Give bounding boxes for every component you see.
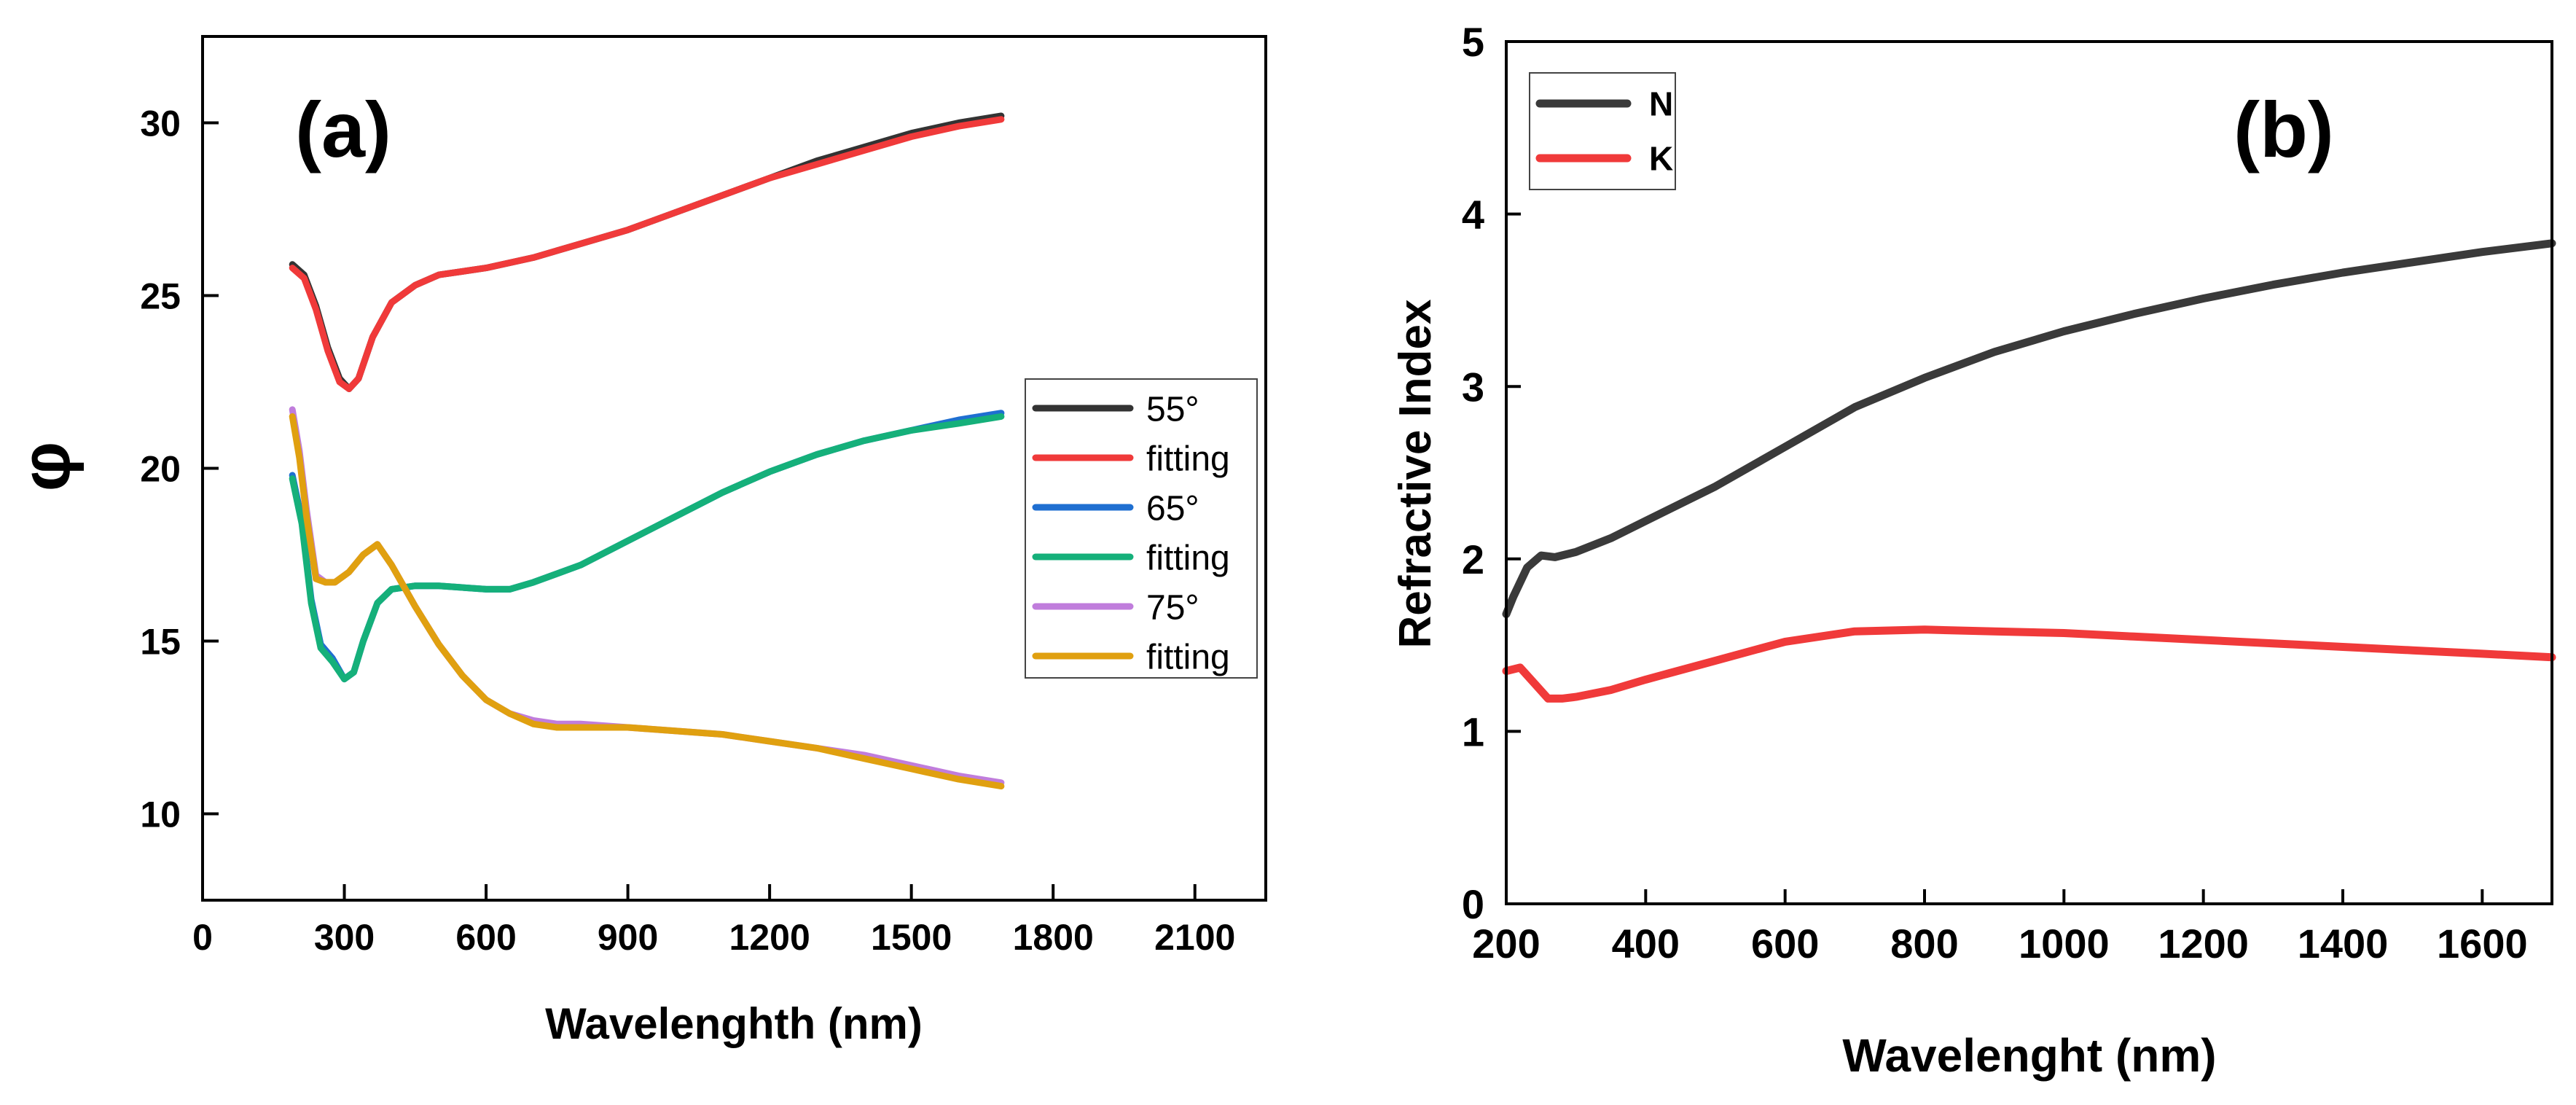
- panel-a-series-2-line: [289, 410, 1005, 683]
- panel-a-series-1-line: [289, 116, 1005, 392]
- panel-a-y-tick-label: 25: [140, 276, 181, 317]
- panel-a-x-tick-label: 2100: [1154, 917, 1235, 958]
- panel-b-x-tick-label: 200: [1472, 921, 1540, 967]
- panel-b-x-tick-label: 1000: [2019, 921, 2110, 967]
- panel-a-legend-label: 65°: [1146, 489, 1199, 528]
- panel-b-series-1-line: [1502, 625, 2556, 703]
- panel-a-legend-label: 55°: [1146, 390, 1199, 429]
- panel-a-x-tick-label: 1500: [871, 917, 952, 958]
- panel-b-legend-box: [1529, 72, 1676, 190]
- panel-b-y-tick-label: 5: [1462, 19, 1484, 65]
- panel-a-y-tick-label: 15: [140, 622, 181, 663]
- panel-b-y-tick-label: 0: [1462, 881, 1484, 927]
- panel-a-label: (a): [295, 85, 391, 173]
- panel-a: 0 300 600 900 1200 1500 1800 2100 10 15 20 25 30 (a)…: [7, 35, 1267, 1048]
- panel-b-legend-label: N: [1649, 85, 1673, 123]
- panel-a-legend-label: fitting: [1146, 539, 1230, 577]
- panel-b-plot-frame: [1505, 40, 2553, 905]
- panel-a-x-tick-label: 0: [192, 917, 213, 958]
- panel-b-y-tick-label: 4: [1462, 192, 1484, 238]
- panel-a-x-tick-label: 1800: [1013, 917, 1094, 958]
- panel-a-series-5-line: [289, 413, 1005, 790]
- panel-b-y-tick-label: 1: [1462, 709, 1484, 755]
- panel-a-y-tick-label: 30: [140, 104, 181, 144]
- panel-b-y-tick-label: 3: [1462, 364, 1484, 410]
- panel-a-x-tick-label: 300: [314, 917, 375, 958]
- panel-a-legend-label: 75°: [1146, 588, 1199, 627]
- panel-b-x-tick-label: 1600: [2437, 921, 2528, 967]
- panel-b: 200 400 600 800 1000 1200 1400 1600 0 1 2 3 4 5 (b) W…: [1390, 19, 2556, 1082]
- panel-b-y-axis-title: Refractive Index: [1390, 299, 1441, 649]
- panel-b-legend-label: K: [1649, 140, 1673, 178]
- panel-a-legend-box: [1025, 378, 1258, 679]
- panel-a-series-3-line: [289, 413, 1005, 683]
- panel-b-x-tick-label: 1200: [2158, 921, 2249, 967]
- panel-b-y-tick-label: 2: [1462, 536, 1484, 582]
- panel-a-series-0-line: [289, 112, 1005, 392]
- panel-b-legend: NK: [1529, 72, 1676, 190]
- panel-b-x-tick-label: 600: [1751, 921, 1819, 967]
- panel-a-x-tick-label: 900: [598, 917, 658, 958]
- panel-b-series-0-line: [1502, 239, 2556, 618]
- panel-a-x-axis-title: Wavelenghth (nm): [545, 999, 923, 1048]
- panel-a-x-tick-label: 1200: [729, 917, 810, 958]
- panel-a-y-tick-label: 10: [140, 794, 181, 835]
- panel-b-x-tick-label: 1400: [2298, 921, 2389, 967]
- panel-a-legend-label: fitting: [1146, 440, 1230, 478]
- panel-a-legend: 55° fitting 65° fitting 75° fitting: [1025, 378, 1258, 679]
- panel-a-legend-label: fitting: [1146, 638, 1230, 676]
- panel-a-series-group: [289, 112, 1005, 790]
- panel-a-y-tick-label: 20: [140, 449, 181, 490]
- panel-b-ticks: 200 400 600 800 1000 1200 1400 1600 0 1 2 3 4 5: [1462, 19, 2528, 967]
- panel-a-x-tick-label: 600: [455, 917, 516, 958]
- panel-b-series-group: [1502, 239, 2556, 703]
- panel-a-y-axis-title: φ: [7, 442, 85, 492]
- panel-b-x-tick-label: 800: [1890, 921, 1958, 967]
- panel-b-x-axis-title: Wavelenght (nm): [1842, 1029, 2216, 1082]
- panel-a-ticks: 0 300 600 900 1200 1500 1800 2100 10 15 20 25 30: [140, 104, 1235, 958]
- panel-b-x-tick-label: 400: [1612, 921, 1680, 967]
- panel-b-label: (b): [2234, 85, 2334, 173]
